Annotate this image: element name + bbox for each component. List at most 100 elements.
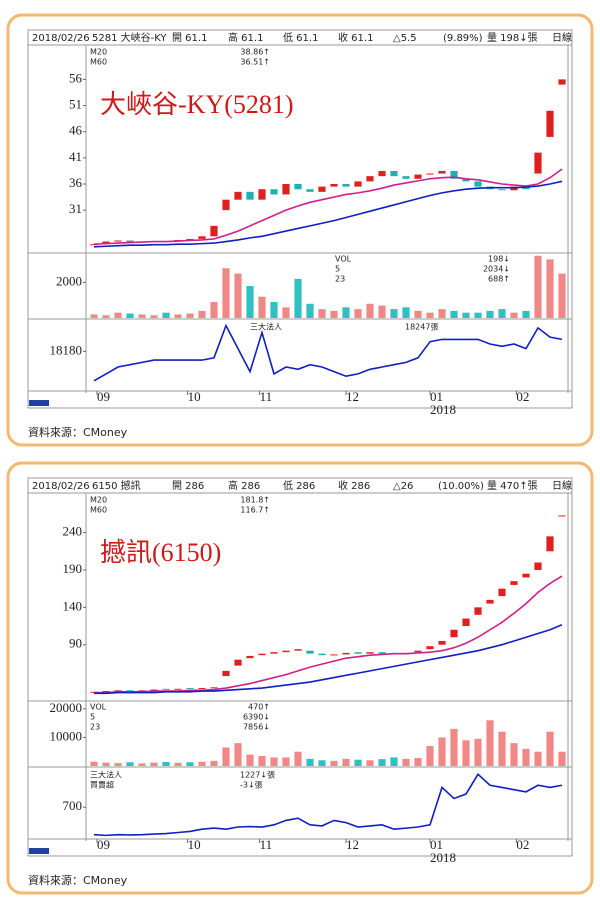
candle xyxy=(498,189,506,191)
logo xyxy=(29,848,49,854)
candle xyxy=(426,173,434,175)
candle xyxy=(558,79,566,85)
candle xyxy=(510,581,518,585)
header-item: 2018/02/26 xyxy=(32,33,90,44)
candle xyxy=(246,655,254,659)
volume-bar xyxy=(474,738,482,766)
legend-value: 688↑ xyxy=(488,275,510,284)
volume-bar xyxy=(162,762,170,766)
candle xyxy=(498,588,506,597)
volume-bar xyxy=(402,758,410,766)
x-tick-label: 12 xyxy=(346,837,359,852)
volume-bar xyxy=(414,758,422,766)
legend-value: 6390↓ xyxy=(243,713,270,722)
volume-bar xyxy=(234,273,242,318)
volume-bar xyxy=(510,312,518,318)
ma60-line xyxy=(93,180,563,248)
candle xyxy=(246,191,254,200)
legend-value: 36.51↑ xyxy=(240,58,270,67)
volume-bar xyxy=(126,762,134,766)
candle xyxy=(282,184,290,195)
y-tick-label: 190 xyxy=(63,561,83,576)
candle xyxy=(234,191,242,200)
candle xyxy=(522,573,530,578)
volume-bar xyxy=(474,312,482,318)
header-item: 收 286 xyxy=(338,479,370,492)
volume-bar xyxy=(342,307,350,318)
legend-name: VOL xyxy=(90,703,107,712)
year-label: 2018 xyxy=(430,402,456,417)
volume-bar xyxy=(390,309,398,318)
candle xyxy=(90,244,98,246)
legend-value: 198↓ xyxy=(488,255,510,264)
volume-bar xyxy=(222,268,230,318)
candle xyxy=(198,688,206,690)
candle xyxy=(318,653,326,656)
legend-value: 7856↓ xyxy=(243,723,270,732)
header-item: 高 286 xyxy=(228,479,260,492)
volume-bar xyxy=(534,255,542,318)
candle xyxy=(222,199,230,211)
legend-value: 1227↓張 xyxy=(240,771,275,780)
volume-bar xyxy=(366,760,374,766)
header-item: 日線 xyxy=(552,31,572,44)
header-item: 5281 大峽谷-KY xyxy=(92,31,167,44)
volume-bar xyxy=(150,315,158,318)
ma20-line xyxy=(93,168,563,245)
candle xyxy=(546,536,554,552)
volume-bar xyxy=(534,751,542,766)
volume-bar xyxy=(246,754,254,766)
y-tick-label: 140 xyxy=(63,598,83,613)
volume-bar xyxy=(330,310,338,318)
legend-value: 38.86↑ xyxy=(240,48,270,57)
volume-bar xyxy=(330,760,338,766)
y-tick-label: 10000 xyxy=(50,728,83,743)
volume-bar xyxy=(210,302,218,318)
legend-value: 116.7↑ xyxy=(240,506,270,515)
candle xyxy=(294,649,302,651)
volume-bar xyxy=(378,305,386,318)
candle xyxy=(414,650,422,653)
candle xyxy=(102,691,110,693)
candle xyxy=(270,652,278,654)
candle xyxy=(126,240,134,243)
volume-bar xyxy=(414,310,422,318)
ma60-line xyxy=(94,624,563,695)
candle xyxy=(270,189,278,195)
volume-bar xyxy=(258,756,266,766)
y-tick-label: 41 xyxy=(69,149,82,164)
volume-bar xyxy=(498,309,506,318)
legend-value: 470↑ xyxy=(248,703,270,712)
header-item: 高 61.1 xyxy=(228,31,263,44)
candle xyxy=(198,236,206,239)
candle xyxy=(186,688,194,690)
candle xyxy=(474,181,482,187)
volume-bar xyxy=(306,303,314,318)
candle xyxy=(186,238,194,240)
volume-bar xyxy=(102,762,110,766)
volume-bar xyxy=(390,757,398,766)
volume-bar xyxy=(306,758,314,766)
y-tick-label: 36 xyxy=(69,175,83,190)
y-tick-label: 2000 xyxy=(56,273,82,288)
x-tick-label: 02 xyxy=(516,837,529,852)
volume-bar xyxy=(450,310,458,318)
volume-bar xyxy=(426,746,434,766)
candle xyxy=(450,629,458,638)
volume-bar xyxy=(114,763,122,766)
volume-bar xyxy=(486,720,494,766)
legend-value: 18247張 xyxy=(405,323,438,332)
volume-bar xyxy=(246,286,254,318)
x-tick-label: 11 xyxy=(260,837,273,852)
volume-bar xyxy=(270,757,278,766)
candle xyxy=(258,653,266,656)
y-tick-label: 56 xyxy=(69,70,83,85)
legend-name: 買賣超 xyxy=(90,780,114,790)
volume-bar xyxy=(558,273,566,318)
volume-bar xyxy=(546,731,554,766)
header-item: 6150 撼訊 xyxy=(92,479,141,492)
candle xyxy=(354,181,362,187)
candle xyxy=(306,189,314,192)
volume-bar xyxy=(234,743,242,766)
